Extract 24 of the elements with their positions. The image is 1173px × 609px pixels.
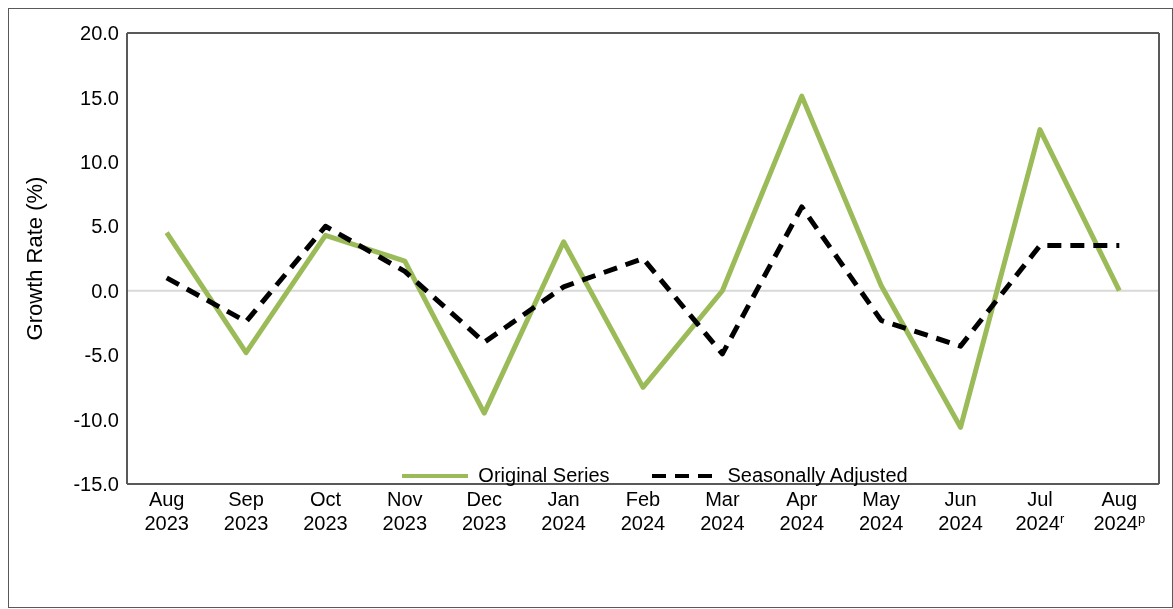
y-tick-label: 5.0 (91, 215, 119, 238)
y-axis-title: Growth Rate (%) (21, 176, 47, 341)
x-tick-label: Jan 2024 (541, 488, 586, 534)
x-tick-label: Mar 2024 (700, 488, 745, 534)
x-tick-label: Jul 2024$^{r}$ (1015, 488, 1065, 534)
legend-label: Seasonally Adjusted (727, 464, 908, 487)
x-tick-label: Dec 2023 (461, 488, 507, 534)
x-tick-label: May 2024 (858, 488, 904, 534)
x-tick-label: Oct 2023 (303, 488, 348, 534)
x-tick-label: Aug 2023 (144, 488, 189, 534)
x-tick-label: Nov 2023 (382, 488, 428, 534)
y-tick-label: -5.0 (84, 344, 119, 367)
y-tick-label: 10.0 (80, 150, 119, 173)
y-tick-label: 0.0 (91, 279, 119, 302)
y-tick-label: -10.0 (73, 408, 119, 431)
y-tick-label: 15.0 (80, 86, 119, 109)
x-tick-label: Apr 2024 (779, 488, 825, 534)
x-tick-label: Aug 2024$^{p}$ (1093, 488, 1146, 534)
legend-label: Original Series (478, 464, 610, 487)
y-tick-label: 20.0 (80, 22, 119, 45)
x-tick-label: Sep 2023 (223, 488, 269, 534)
y-tick-label: -15.0 (73, 473, 119, 496)
x-tick-label: Jun 2024 (938, 488, 983, 534)
x-tick-label: Feb 2024 (620, 488, 666, 534)
